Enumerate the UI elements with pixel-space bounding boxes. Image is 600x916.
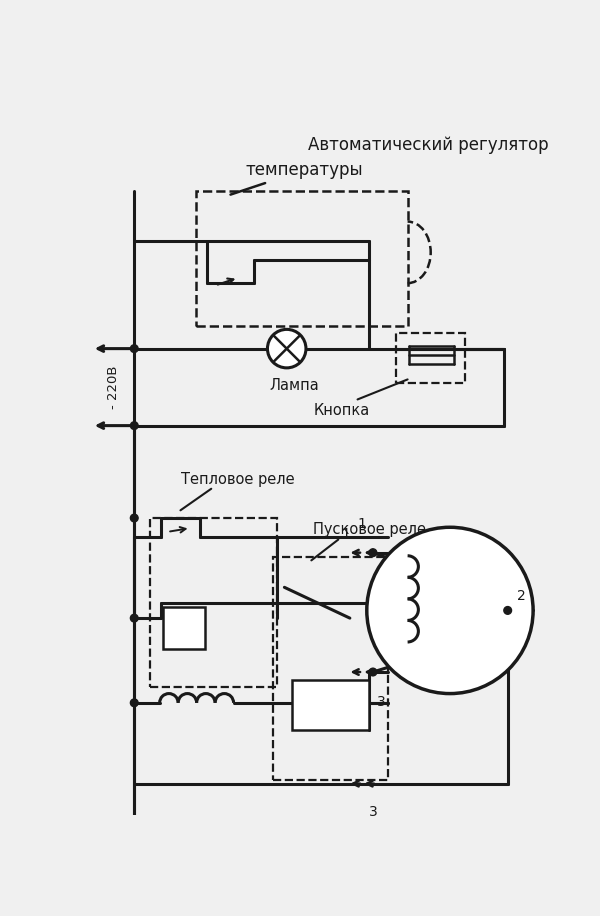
Circle shape xyxy=(130,344,138,353)
Circle shape xyxy=(130,615,138,622)
Text: Пусковое реле: Пусковое реле xyxy=(313,522,425,538)
Circle shape xyxy=(130,514,138,522)
Bar xyxy=(149,518,277,687)
Circle shape xyxy=(130,699,138,706)
Bar xyxy=(273,557,388,780)
Text: Тепловое реле: Тепловое реле xyxy=(181,473,295,487)
Bar xyxy=(163,606,205,649)
Text: Кнопка: Кнопка xyxy=(314,402,370,418)
Text: температуры: температуры xyxy=(246,161,364,179)
Circle shape xyxy=(504,606,512,615)
Text: Автоматический регулятор: Автоматический регулятор xyxy=(308,136,548,154)
Circle shape xyxy=(268,330,306,368)
Text: 3: 3 xyxy=(369,805,378,819)
Text: - 220В: - 220В xyxy=(107,365,120,409)
Circle shape xyxy=(369,549,377,557)
Circle shape xyxy=(369,668,377,676)
Text: 2: 2 xyxy=(517,589,526,603)
Text: Лампа: Лампа xyxy=(269,378,319,393)
Circle shape xyxy=(367,528,533,693)
Bar xyxy=(196,191,407,325)
Text: 3: 3 xyxy=(357,687,366,702)
Text: 1: 1 xyxy=(358,518,367,531)
Bar xyxy=(396,333,466,383)
Circle shape xyxy=(130,421,138,430)
Text: 1: 1 xyxy=(341,527,350,541)
Bar xyxy=(292,680,369,730)
Text: 3: 3 xyxy=(377,695,386,709)
